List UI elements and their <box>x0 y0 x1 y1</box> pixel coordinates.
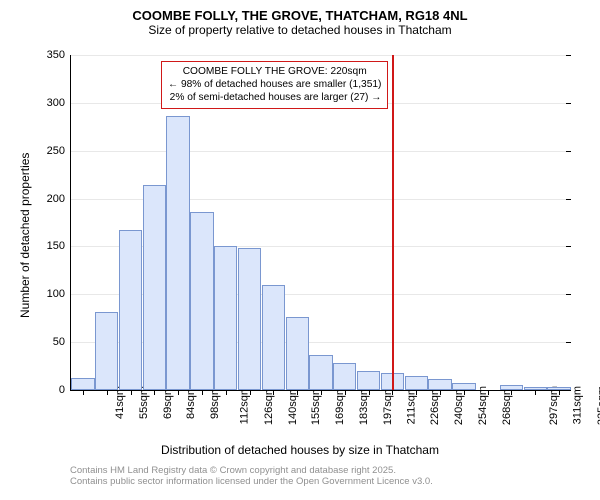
histogram-bar <box>428 379 451 390</box>
ytick-mark <box>566 294 571 295</box>
chart-container: COOMBE FOLLY, THE GROVE, THATCHAM, RG18 … <box>0 0 600 500</box>
gridline <box>71 151 571 152</box>
chart-subtitle: Size of property relative to detached ho… <box>0 23 600 37</box>
xtick-label: 41sqm <box>114 386 126 419</box>
xtick-mark <box>416 390 417 395</box>
chart-title: COOMBE FOLLY, THE GROVE, THATCHAM, RG18 … <box>0 0 600 23</box>
ytick-label: 200 <box>47 193 71 205</box>
xtick-mark <box>511 390 512 395</box>
ytick-label: 100 <box>47 288 71 300</box>
footer-attribution: Contains HM Land Registry data © Crown c… <box>70 465 433 487</box>
xtick-mark <box>488 390 489 395</box>
xtick-label: 325sqm <box>596 386 600 425</box>
plot-area: 05010015020025030035041sqm55sqm69sqm84sq… <box>70 55 571 391</box>
xtick-label: 311sqm <box>572 386 584 424</box>
xtick-mark <box>83 390 84 395</box>
footer-line-2: Contains public sector information licen… <box>70 476 433 487</box>
histogram-bar <box>405 376 428 390</box>
xtick-label: 98sqm <box>209 386 221 419</box>
xtick-label: 84sqm <box>185 386 197 419</box>
gridline <box>71 55 571 56</box>
ytick-mark <box>566 342 571 343</box>
xtick-mark <box>178 390 179 395</box>
annotation-title: COOMBE FOLLY THE GROVE: 220sqm <box>168 66 382 79</box>
ytick-mark <box>566 103 571 104</box>
annotation-line-2: 2% of semi-detached houses are larger (2… <box>168 92 382 105</box>
xtick-label: 112sqm <box>238 386 250 424</box>
xtick-label: 69sqm <box>162 386 174 419</box>
footer-line-1: Contains HM Land Registry data © Crown c… <box>70 465 433 476</box>
histogram-bar <box>143 185 166 390</box>
histogram-bar <box>309 355 332 390</box>
histogram-bar <box>452 383 475 390</box>
xtick-mark <box>559 390 560 395</box>
histogram-bar <box>166 116 189 390</box>
ytick-label: 0 <box>59 384 71 396</box>
ytick-label: 50 <box>53 336 71 348</box>
histogram-bar <box>95 312 118 390</box>
ytick-label: 250 <box>47 145 71 157</box>
histogram-bar <box>71 378 94 390</box>
histogram-bar <box>214 246 237 390</box>
xtick-label: 55sqm <box>138 386 150 419</box>
xtick-mark <box>154 390 155 395</box>
xtick-mark <box>345 390 346 395</box>
ytick-mark <box>566 246 571 247</box>
annotation-line-1: ← 98% of detached houses are smaller (1,… <box>168 79 382 92</box>
xtick-mark <box>392 390 393 395</box>
xtick-label: 211sqm <box>405 386 417 424</box>
histogram-bar <box>333 363 356 390</box>
histogram-bar <box>286 317 309 390</box>
xtick-mark <box>131 390 132 395</box>
histogram-bar <box>190 212 213 390</box>
histogram-bar <box>262 285 285 390</box>
xtick-mark <box>273 390 274 395</box>
xtick-mark <box>464 390 465 395</box>
xtick-mark <box>297 390 298 395</box>
xtick-mark <box>535 390 536 395</box>
ytick-mark <box>566 390 571 391</box>
xtick-mark <box>321 390 322 395</box>
xtick-mark <box>107 390 108 395</box>
ytick-label: 350 <box>47 49 71 61</box>
marker-line <box>392 55 394 390</box>
xtick-mark <box>202 390 203 395</box>
ytick-label: 300 <box>47 97 71 109</box>
histogram-bar <box>357 371 380 390</box>
xtick-mark <box>369 390 370 395</box>
x-axis-label: Distribution of detached houses by size … <box>0 443 600 457</box>
ytick-mark <box>566 199 571 200</box>
xtick-mark <box>250 390 251 395</box>
y-axis-label: Number of detached properties <box>18 152 32 317</box>
annotation-box: COOMBE FOLLY THE GROVE: 220sqm← 98% of d… <box>161 61 389 109</box>
ytick-label: 150 <box>47 240 71 252</box>
ytick-mark <box>566 55 571 56</box>
ytick-mark <box>566 151 571 152</box>
xtick-mark <box>440 390 441 395</box>
xtick-mark <box>226 390 227 395</box>
histogram-bar <box>119 230 142 390</box>
histogram-bar <box>238 248 261 390</box>
